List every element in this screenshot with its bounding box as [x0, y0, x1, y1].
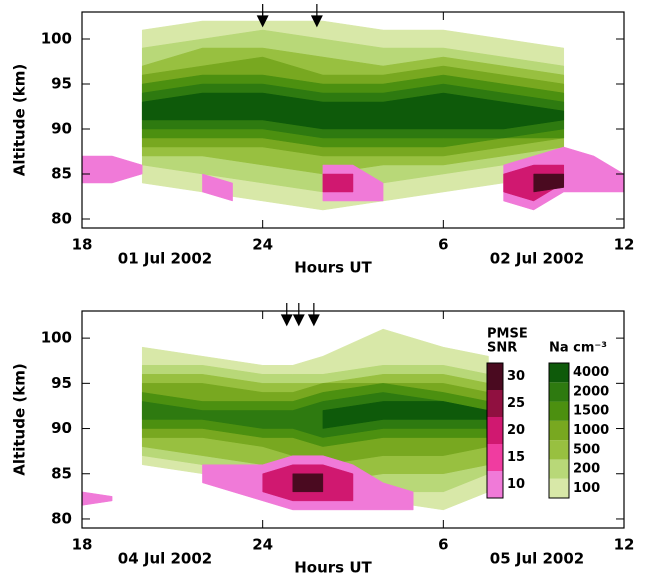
colorbar-swatch [487, 363, 503, 390]
colorbar-swatch [549, 363, 569, 383]
colorbar-label: 2000 [573, 384, 609, 399]
pmse-band [533, 173, 565, 193]
y-tick-label: 95 [51, 75, 72, 93]
y-tick-label: 90 [51, 120, 72, 138]
date-label: 01 Jul 2002 [118, 250, 212, 268]
colorbar-label: 30 [507, 369, 525, 384]
y-tick-label: 80 [51, 509, 72, 527]
x-tick-label: 12 [614, 536, 635, 554]
x-tick-label: 18 [72, 236, 93, 254]
colorbar-swatch [549, 420, 569, 441]
y-tick-label: 90 [51, 419, 72, 437]
colorbar-swatch [487, 417, 503, 444]
colorbar-label: 100 [573, 481, 600, 496]
colorbar-swatch [549, 459, 569, 479]
colorbar-swatch [549, 478, 569, 498]
colorbar-title: PMSE [487, 327, 528, 342]
x-tick-label: 18 [72, 536, 93, 554]
y-axis-label: Altitude (km) [11, 64, 29, 176]
colorbar-swatch [549, 401, 569, 421]
pmse-band [202, 173, 233, 202]
y-tick-label: 85 [51, 464, 72, 482]
colorbar-label: 25 [507, 396, 525, 411]
colorbar-frame [486, 362, 504, 499]
colorbar-label: 20 [507, 423, 525, 438]
event-arrow [280, 303, 293, 327]
x-tick-label: 24 [252, 536, 273, 554]
colorbar-label: 1500 [573, 404, 609, 419]
colorbar-swatch [549, 382, 569, 402]
colorbar-label: 500 [573, 442, 600, 457]
colorbar-title: Na cm⁻³ [549, 341, 607, 356]
y-axis-label: Altitude (km) [11, 363, 29, 475]
plot-area [82, 328, 489, 511]
colorbar-label: 4000 [573, 365, 609, 380]
colorbar-label: 15 [507, 450, 525, 465]
y-tick-label: 100 [41, 30, 72, 48]
na-density-band [141, 92, 565, 130]
event-arrow [310, 4, 323, 28]
pmse-band [322, 173, 354, 193]
event-arrow [292, 303, 305, 327]
pmse-band [82, 491, 113, 506]
colorbar-label: 10 [507, 477, 525, 492]
y-tick-label: 100 [41, 329, 72, 347]
pmse-band [82, 155, 143, 184]
plot-frame [81, 310, 625, 529]
colorbar-label: 200 [573, 462, 600, 477]
date-label: 04 Jul 2002 [118, 550, 212, 568]
y-tick-label: 95 [51, 374, 72, 392]
x-axis-label: Hours UT [294, 559, 372, 575]
x-tick-label: 12 [614, 236, 635, 254]
colorbar-swatch [487, 471, 503, 498]
colorbar-swatch [487, 444, 503, 471]
y-tick-label: 80 [51, 210, 72, 228]
x-axis-label: Hours UT [294, 259, 372, 277]
plot-frame [81, 11, 625, 229]
date-label: 02 Jul 2002 [490, 250, 584, 268]
colorbar-title: SNR [487, 341, 517, 356]
x-tick-label: 6 [438, 536, 448, 554]
event-arrow [256, 4, 269, 28]
colorbar-swatch [549, 440, 569, 460]
y-tick-label: 85 [51, 165, 72, 183]
colorbar-frame [548, 362, 570, 499]
x-tick-label: 24 [252, 236, 273, 254]
date-label: 05 Jul 2002 [490, 550, 584, 568]
pmse-band [292, 473, 324, 493]
plot-area [82, 20, 624, 211]
colorbar-label: 1000 [573, 423, 609, 438]
colorbar-swatch [487, 390, 503, 417]
event-arrow [307, 303, 320, 327]
x-tick-label: 6 [438, 236, 448, 254]
